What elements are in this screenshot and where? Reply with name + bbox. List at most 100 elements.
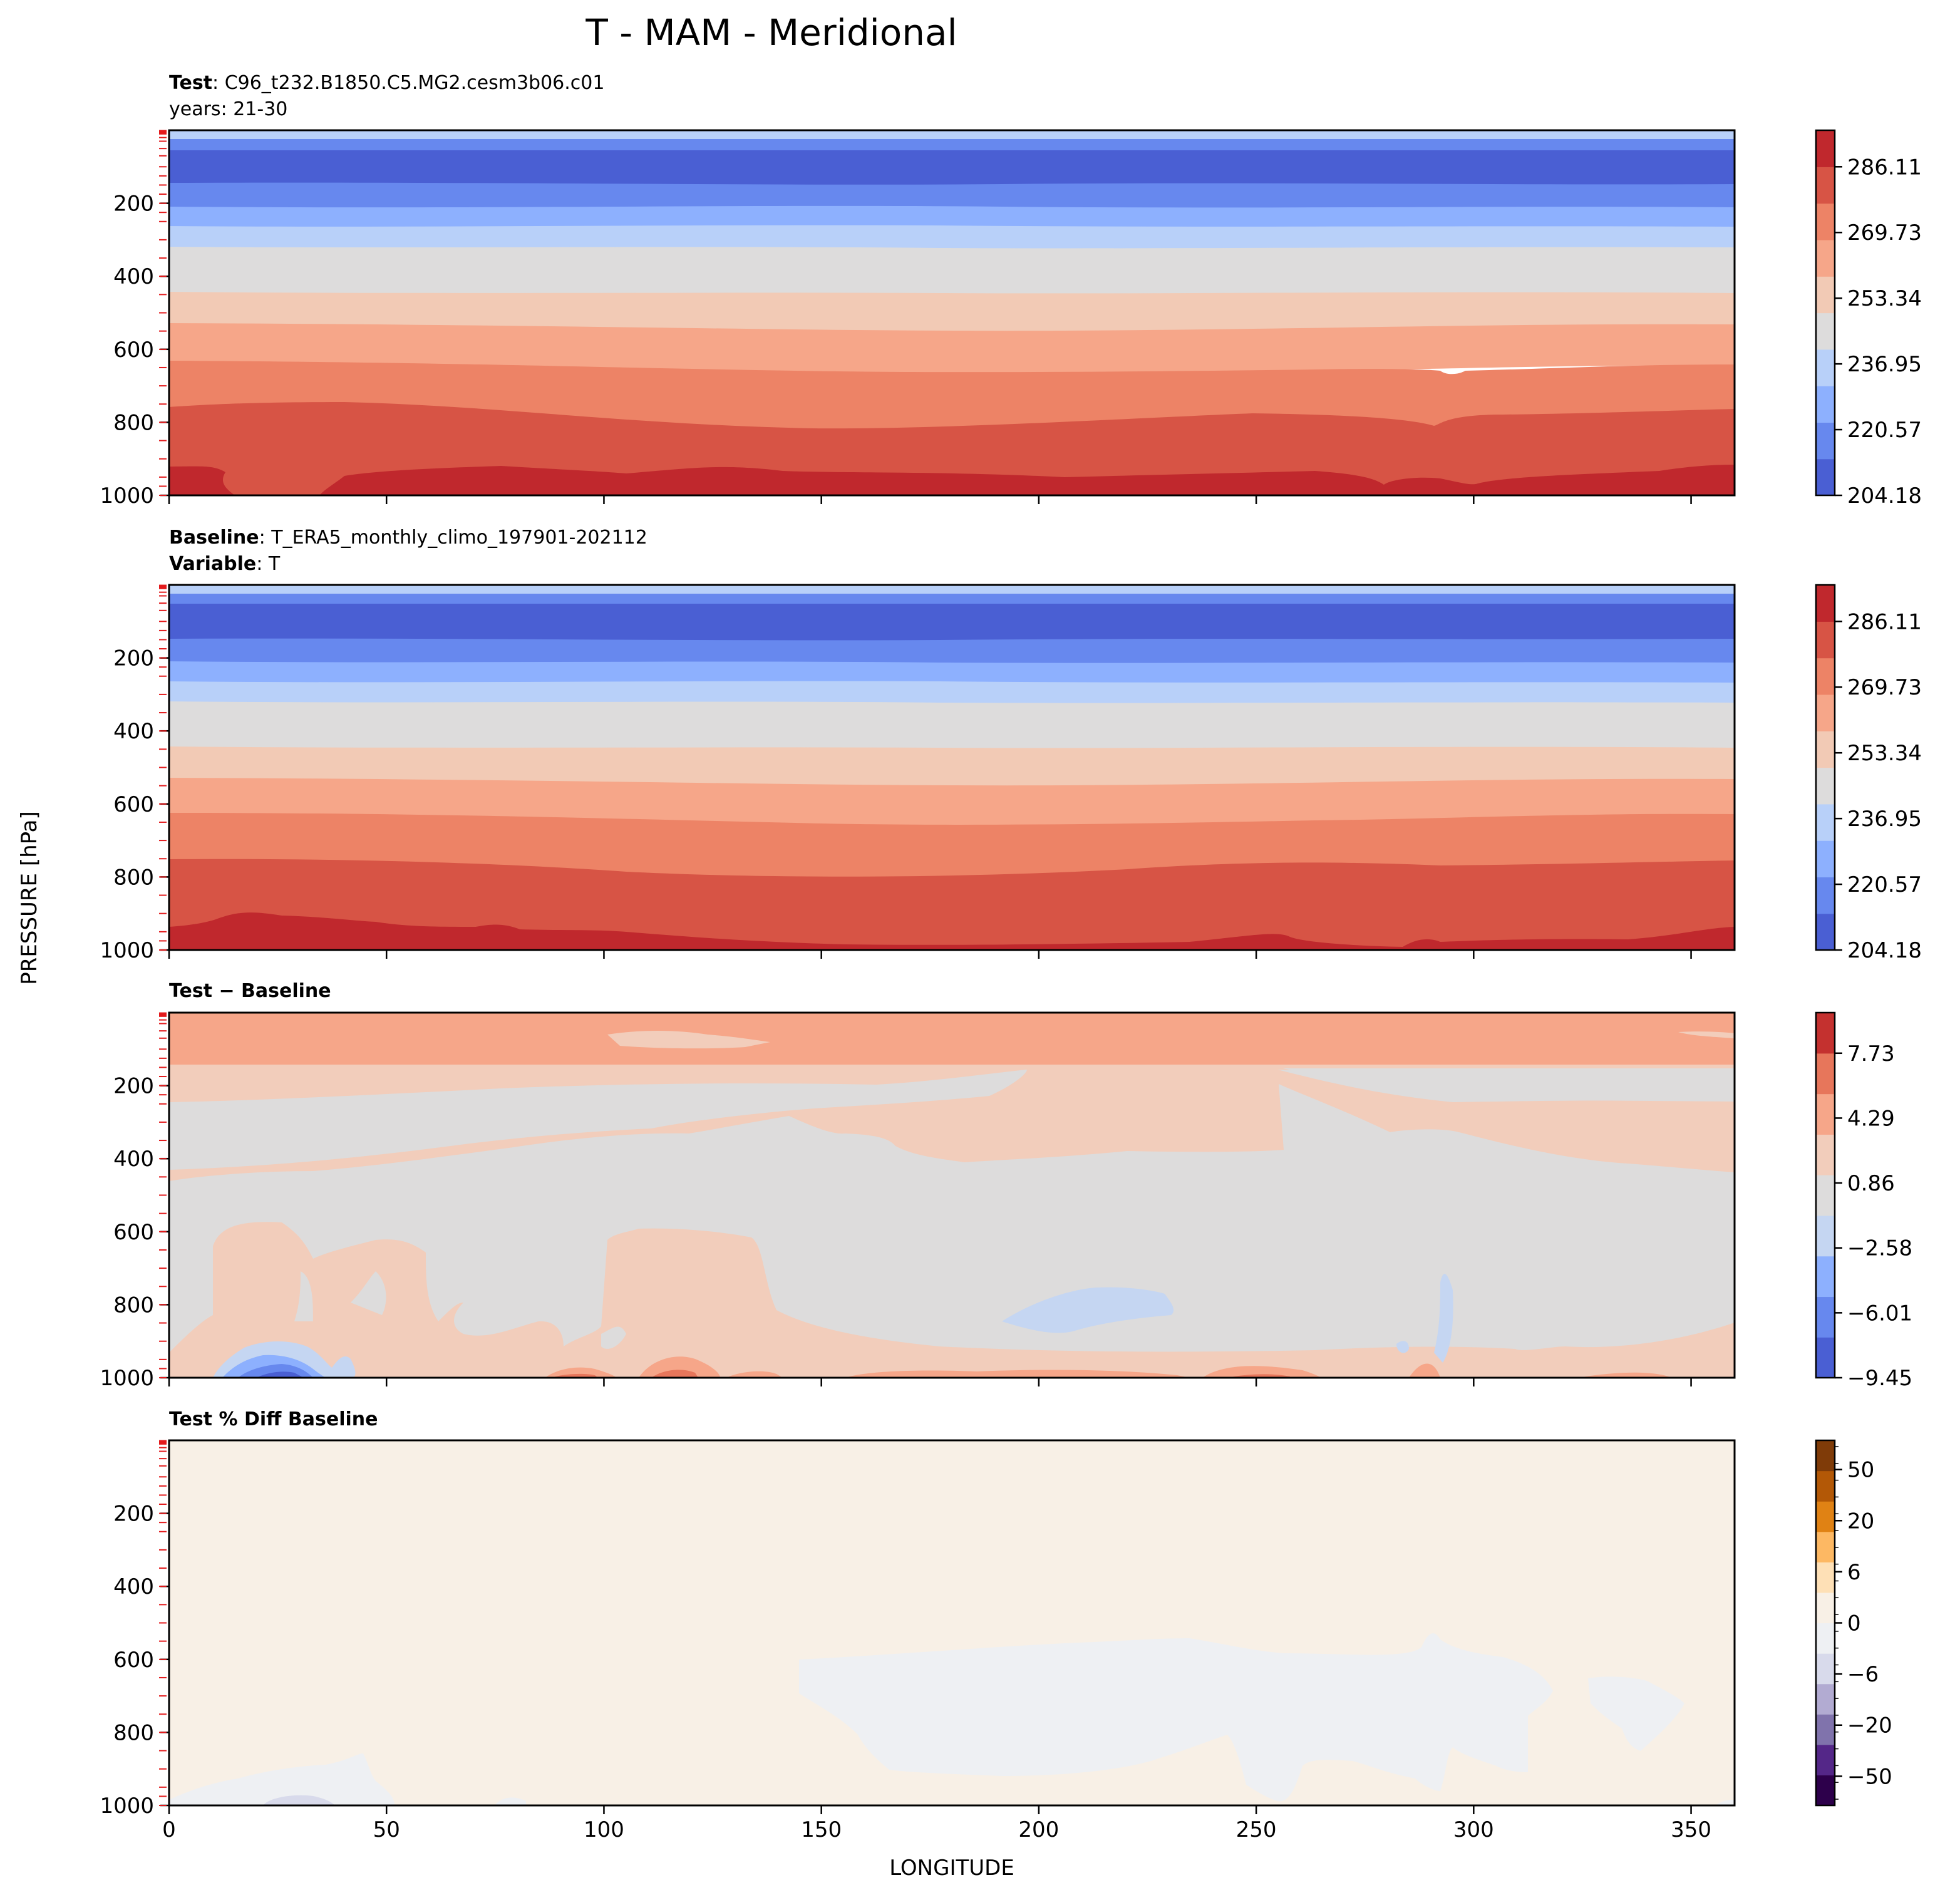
contour-band: [169, 681, 1735, 705]
colorbar-segment: [1816, 1623, 1835, 1654]
colorbar-tick-label: 7.73: [1847, 1041, 1895, 1066]
colorbar-segment: [1816, 1653, 1835, 1685]
colorbar-segment: [1816, 239, 1835, 277]
colorbar-tick-label: −6: [1847, 1662, 1879, 1687]
colorbar-tick-label: 0: [1847, 1611, 1861, 1636]
contour-band: [169, 292, 1735, 333]
colorbar: 286.11 269.73 253.34 236.95 220.57 204.18: [1815, 584, 1922, 963]
panel-title-line: years: 21-30: [169, 98, 287, 120]
colorbar-tick-label: −50: [1847, 1764, 1892, 1789]
contour-band: [169, 465, 1735, 495]
y-axis: 200 400 600 800 1000: [100, 1440, 169, 1819]
contour-band: [169, 1222, 1735, 1378]
colorbar-segment: [1816, 658, 1835, 695]
y-tick-label: 600: [113, 1220, 154, 1245]
contour-band: [169, 912, 1735, 950]
colorbar-tick-label: 286.11: [1847, 155, 1922, 180]
colorbar-segment: [1816, 694, 1835, 731]
colorbar-tick-label: 269.73: [1847, 675, 1922, 700]
y-tick-label: 800: [113, 410, 154, 435]
colorbar-tick-label: 236.95: [1847, 352, 1922, 377]
colorbar-segment: [1816, 1775, 1835, 1806]
colorbar-segment: [1816, 1683, 1835, 1715]
y-tick-label: 200: [113, 192, 154, 217]
colorbar-tick-label: −20: [1847, 1713, 1892, 1738]
colorbar-segment: [1816, 877, 1835, 914]
colorbar: 7.73 4.29 0.86 −2.58 −6.01 −9.45: [1815, 1011, 1912, 1391]
colorbar-segment: [1816, 621, 1835, 659]
colorbar-frame: [1815, 1011, 1836, 1379]
x-axis: 0 50 100 150 200 250 300 350: [162, 1805, 1711, 1842]
colorbar-tick-label: 236.95: [1847, 807, 1922, 832]
y-tick-label: 800: [113, 865, 154, 890]
contour-band: [169, 585, 1735, 596]
y-tick-label: 200: [113, 1074, 154, 1099]
x-tick-label: 250: [1236, 1817, 1277, 1842]
colorbar-segment: [1816, 731, 1835, 768]
contour-band: [1396, 1274, 1453, 1363]
plot-frame: [168, 129, 1736, 497]
colorbar-segment: [1816, 1013, 1835, 1054]
colorbar-tick-label: 253.34: [1847, 286, 1922, 311]
y-tick-label: 1000: [100, 1366, 154, 1391]
colorbar-segment: [1816, 1714, 1835, 1745]
colorbar-tick-label: −2.58: [1847, 1236, 1912, 1261]
x-tick-label: 200: [1018, 1817, 1059, 1842]
plot-frame: [168, 1439, 1736, 1807]
panel-title-line: Test − Baseline: [169, 980, 331, 1002]
contour-band: [169, 778, 1735, 826]
y-tick-label: 600: [113, 792, 154, 817]
colorbar-segment: [1816, 585, 1835, 622]
panel-difference: Test − Baseline 200 400 600 800 1000 7.73 4.2…: [100, 980, 1912, 1391]
colorbar-tick-label: 20: [1847, 1509, 1874, 1534]
contour-band: [169, 182, 1735, 209]
colorbar-segment: [1816, 913, 1835, 951]
x-tick-label: 150: [801, 1817, 842, 1842]
colorbar-segment: [1816, 203, 1835, 240]
colorbar-segment: [1816, 1296, 1835, 1338]
colorbar-segment: [1816, 312, 1835, 350]
contour-field: [169, 130, 1735, 495]
colorbar-tick-label: 204.18: [1847, 483, 1922, 509]
plot-frame: [168, 584, 1736, 951]
contour-band: [257, 1371, 304, 1378]
x-axis: [168, 950, 1692, 959]
contour-band: [263, 1795, 335, 1805]
colorbar-segment: [1816, 1470, 1835, 1502]
panel-baseline: Baseline: T_ERA5_monthly_climo_197901-20…: [100, 527, 1922, 963]
y-tick-label: 1000: [100, 938, 154, 963]
colorbar-segment: [1816, 840, 1835, 877]
contour-band: [169, 361, 1735, 430]
y-tick-label: 600: [113, 1648, 154, 1673]
contour-band: [169, 139, 1735, 153]
colorbar-tick-label: 220.57: [1847, 418, 1922, 443]
contour-band: [799, 1633, 1553, 1802]
contour-band: [1277, 1070, 1735, 1102]
colorbar-segment: [1816, 1744, 1835, 1776]
x-tick-label: 0: [162, 1817, 176, 1842]
contour-band: [169, 604, 1735, 642]
colorbar-tick-label: 253.34: [1847, 741, 1922, 766]
y-axis-label: PRESSURE [hPa]: [17, 811, 42, 984]
contour-band: [1588, 1676, 1684, 1751]
x-tick-label: 350: [1671, 1817, 1711, 1842]
y-tick-label: 200: [113, 1502, 154, 1527]
x-tick-label: 100: [584, 1817, 624, 1842]
contour-band: [607, 1031, 770, 1049]
colorbar-tick-label: 6: [1847, 1560, 1861, 1585]
contour-band: [1002, 1287, 1174, 1333]
colorbar-tick-label: 269.73: [1847, 220, 1922, 245]
colorbar-tick-label: 204.18: [1847, 938, 1922, 963]
colorbar-segment: [1816, 458, 1835, 496]
contour-band: [169, 247, 1735, 295]
plot-frame: [168, 1011, 1736, 1379]
x-tick-label: 50: [373, 1817, 400, 1842]
y-tick-label: 400: [113, 1147, 154, 1172]
colorbar-tick-label: 4.29: [1847, 1106, 1895, 1131]
y-axis: 200 400 600 800 1000: [100, 584, 169, 963]
colorbar-segment: [1816, 386, 1835, 423]
contour-band: [169, 638, 1735, 664]
colorbar-segment: [1816, 1175, 1835, 1216]
